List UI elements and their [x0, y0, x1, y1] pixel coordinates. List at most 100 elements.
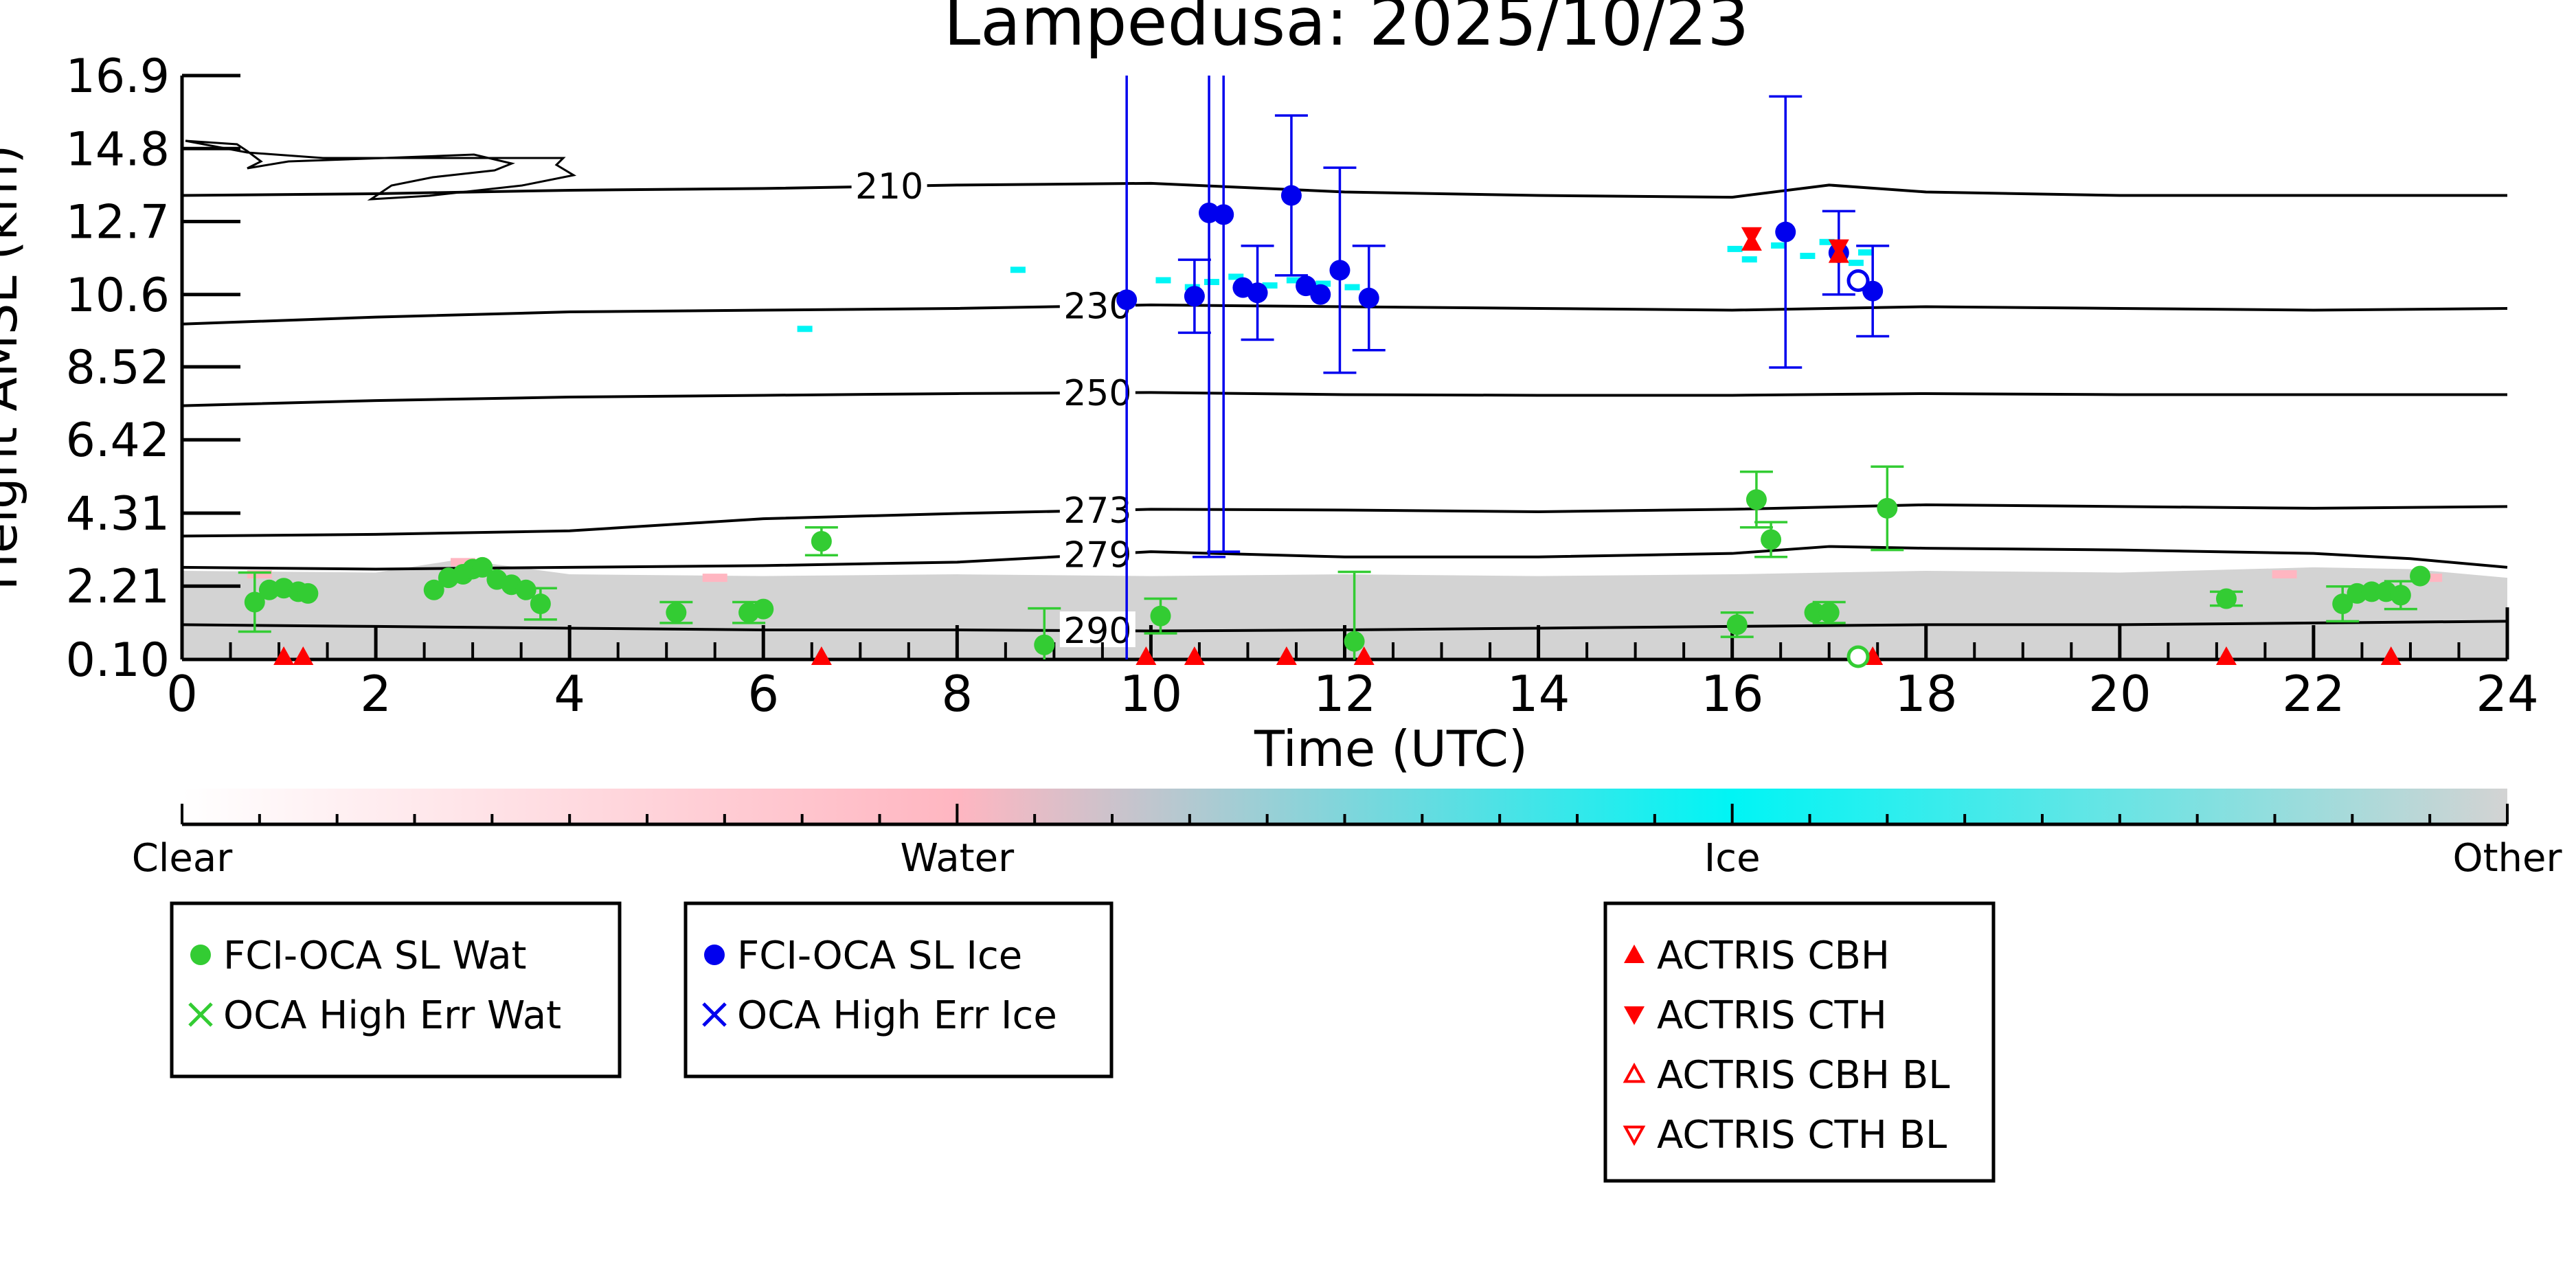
water-mask-patch [702, 574, 727, 583]
legend-label: FCI-OCA SL Ice [737, 934, 1022, 978]
data-point [2332, 594, 2353, 615]
ice-mask-patch [1286, 277, 1302, 284]
ice-mask-patch [1262, 282, 1278, 289]
colorbar-label: Clear [132, 836, 233, 881]
x-tick-label: 14 [1507, 665, 1570, 723]
data-point [1276, 646, 1297, 665]
data-point [1310, 284, 1331, 305]
data-point [423, 579, 444, 600]
data-point [1344, 631, 1365, 652]
x-tick-label: 2 [360, 665, 392, 723]
data-point [2361, 581, 2382, 602]
ice-mask-patch [1315, 280, 1331, 287]
ice-mask-patch [797, 326, 813, 332]
legend-box [683, 901, 1114, 1078]
ice-mask-patch [1155, 277, 1171, 284]
ice-mask-patch [1010, 267, 1026, 273]
data-point [1247, 282, 1268, 304]
contour-label-bg [1059, 535, 1136, 572]
legend-label: ACTRIS CBH BL [1657, 1053, 1950, 1098]
legend-box [170, 901, 622, 1078]
y-tick-label: 8.52 [66, 341, 170, 395]
contour-line-230 [181, 303, 2508, 326]
data-point [1761, 529, 1782, 550]
data-point [1726, 614, 1748, 635]
legend-box [1603, 901, 1996, 1183]
data-point [2390, 585, 2411, 606]
legend-label: ACTRIS CTH [1657, 993, 1887, 1038]
data-point [1804, 602, 1825, 623]
data-point [1280, 185, 1302, 206]
contour-label-bg [851, 167, 927, 203]
ice-mask-patch [1800, 253, 1816, 260]
data-point [1184, 286, 1205, 307]
y-tick-label: 14.8 [66, 122, 170, 177]
colorbar-label: Ice [1704, 836, 1761, 881]
contour-line-273 [181, 503, 2508, 538]
contour-label-210: 210 [855, 166, 923, 207]
data-point [515, 579, 536, 600]
y-tick-label: 4.31 [66, 487, 170, 541]
water-mask-patch [2272, 570, 2297, 579]
data-point [1358, 287, 1379, 308]
x-tick-label: 8 [941, 665, 973, 723]
data-point [811, 646, 832, 665]
data-point [297, 583, 319, 604]
data-point [244, 591, 265, 613]
legend-marker [1624, 945, 1645, 963]
ice-mask-patch [1204, 278, 1219, 285]
y-tick-label: 2.21 [66, 560, 170, 614]
legend-label: ACTRIS CTH BL [1657, 1113, 1947, 1157]
plot-area: 2102302502732792900.102.214.316.428.5210… [66, 49, 2539, 723]
data-point [2215, 646, 2237, 665]
data-point [1818, 602, 1840, 623]
data-point [1329, 260, 1351, 281]
data-point [1775, 221, 1796, 242]
contour-line-279 [181, 545, 2508, 571]
data-point [273, 646, 295, 665]
legend-marker [1623, 1062, 1646, 1083]
x-tick-label: 22 [2282, 665, 2345, 723]
legend-label: FCI-OCA SL Wat [223, 934, 527, 978]
colorbar: Clear Water Ice Other [132, 789, 2562, 881]
legend-marker [1623, 1125, 1646, 1146]
data-point [2380, 646, 2402, 665]
legend-marker [1624, 1006, 1645, 1025]
data-point [1877, 497, 1898, 519]
ice-mask-patch [1228, 273, 1244, 280]
x-tick-label: 10 [1120, 665, 1183, 723]
y-tick-label: 16.9 [66, 49, 170, 104]
data-point [2215, 588, 2237, 609]
ice-mask-patch [1344, 284, 1360, 291]
contour-line-250 [181, 391, 2507, 407]
ice-mask-patch [1848, 260, 1864, 267]
x-tick-label: 16 [1701, 665, 1764, 723]
colorbar-label: Water [901, 836, 1015, 881]
data-point [1184, 646, 1205, 665]
colorbar-label: Other [2452, 836, 2562, 881]
x-tick-label: 24 [2476, 665, 2539, 723]
data-point [811, 530, 832, 552]
legend-marker [190, 945, 211, 965]
x-axis-label: Time (UTC) [1254, 720, 1528, 778]
x-tick-label: 4 [554, 665, 585, 723]
legend: FCI-OCA SL Wat OCA High Err Wat FCI-OCA SL… [170, 901, 1996, 1183]
y-tick-label: 6.42 [66, 414, 170, 468]
data-point [293, 646, 314, 665]
contour-label-bg [1059, 491, 1136, 528]
legend-marker [704, 945, 725, 965]
legend-marker [188, 1002, 213, 1027]
data-point [1353, 646, 1375, 665]
x-tick-label: 18 [1895, 665, 1958, 723]
data-point [1828, 239, 1849, 258]
legend-label: OCA High Err Ice [737, 993, 1057, 1038]
y-tick-label: 10.6 [66, 269, 170, 323]
x-tick-label: 6 [747, 665, 779, 723]
data-point [1034, 634, 1055, 655]
x-tick-label: 0 [166, 665, 198, 723]
ice-mask-patch [1858, 249, 1874, 256]
data-point [1745, 489, 1767, 510]
contour-label-273: 273 [1063, 490, 1131, 532]
ice-mask-patch [1741, 256, 1757, 263]
